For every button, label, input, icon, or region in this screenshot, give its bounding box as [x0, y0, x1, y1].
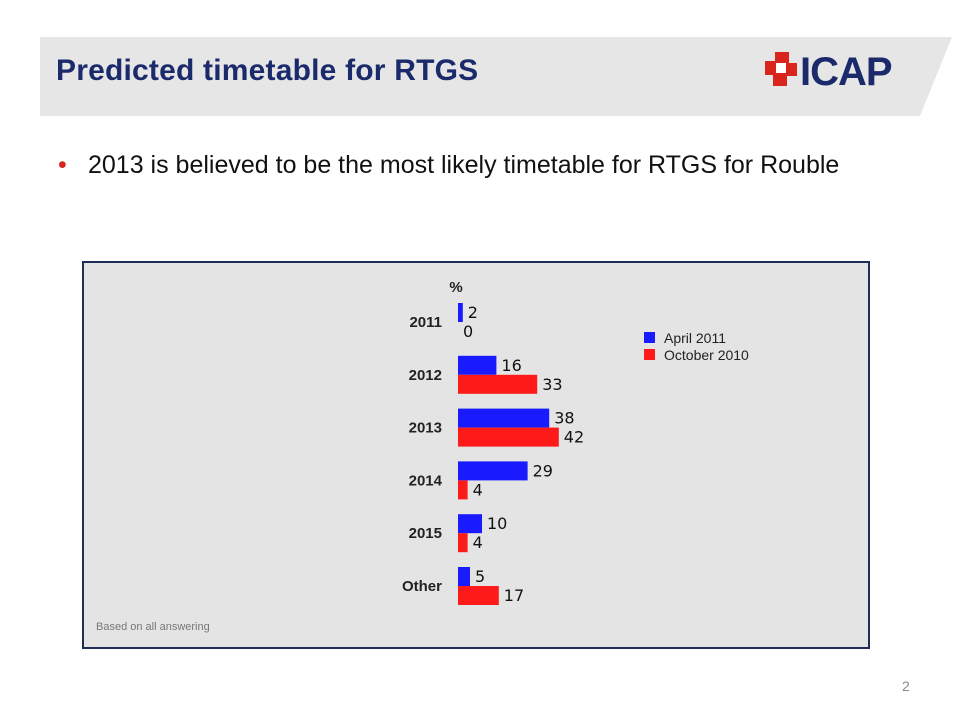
icap-logo-icon [765, 52, 797, 86]
bar-october-2010 [458, 586, 499, 605]
bar-april-2011 [458, 514, 482, 534]
bar-october-2010 [458, 480, 468, 500]
legend-swatch-october-2010 [644, 349, 655, 360]
data-label: 4 [473, 533, 483, 552]
data-label: 16 [501, 356, 521, 375]
bar-october-2010 [458, 427, 559, 447]
data-label: 17 [504, 586, 524, 605]
data-label: 29 [533, 461, 553, 480]
page-number: 2 [902, 678, 910, 694]
legend-swatch-april-2011 [644, 332, 655, 343]
category-label: Other [402, 578, 442, 595]
footnote: Based on all answering [96, 621, 210, 633]
slide-title: Predicted timetable for RTGS [56, 54, 479, 87]
category-label: 2011 [409, 314, 442, 331]
legend-label-april-2011: April 2011 [664, 330, 727, 346]
data-label: 42 [564, 428, 584, 447]
legend-label-october-2010: October 2010 [664, 347, 749, 363]
bullet-text: 2013 is believed to be the most likely t… [88, 151, 840, 179]
data-label: 2 [468, 303, 478, 322]
bar-april-2011 [458, 355, 497, 375]
logo-mark [765, 52, 797, 86]
bar-april-2011 [458, 567, 470, 586]
data-label: 10 [487, 514, 507, 533]
bar-april-2011 [458, 461, 528, 481]
data-label: 5 [475, 567, 485, 586]
data-label: 4 [473, 480, 483, 499]
bar-october-2010 [458, 374, 538, 394]
bullet-point: • 2013 is believed to be the most likely… [58, 150, 898, 180]
data-label: 0 [463, 322, 473, 341]
bar-april-2011 [458, 408, 550, 428]
bullet-dot-icon: • [58, 151, 67, 179]
chart-panel: % 2011 2 0 2012 16 33 2013 38 42 2014 29 4 2015 10 4 Oth… [82, 261, 870, 649]
category-label: 2012 [409, 367, 442, 384]
logo-text: ICAP [800, 50, 893, 94]
category-label: 2015 [409, 525, 442, 542]
axis-unit-label: % [449, 279, 462, 296]
data-label: 33 [542, 375, 562, 394]
data-label: 38 [554, 409, 574, 428]
bar-october-2010 [458, 533, 468, 553]
bar-april-2011 [458, 303, 463, 322]
header-band [40, 37, 952, 116]
category-label: 2013 [409, 420, 442, 437]
category-label: 2014 [409, 472, 443, 489]
